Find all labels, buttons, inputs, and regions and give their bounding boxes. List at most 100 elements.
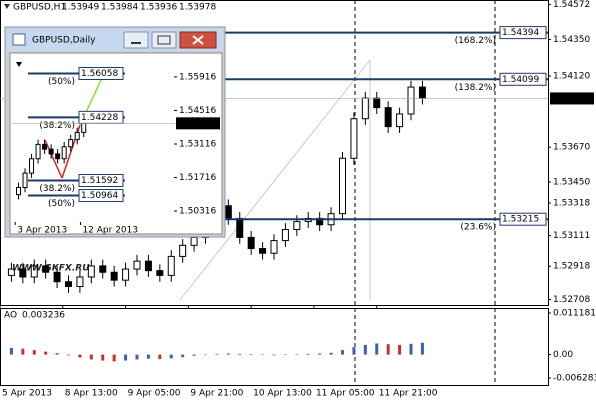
x-tick-label: 5 Apr 2013 <box>2 389 52 399</box>
fib-line <box>44 139 63 179</box>
ao-bar <box>158 354 162 360</box>
candle-body <box>122 268 130 281</box>
ao-bar <box>204 354 207 356</box>
x-tick-label: 9 Apr 05:00 <box>128 389 181 399</box>
candle-body <box>407 86 415 115</box>
candle-body <box>48 148 54 155</box>
candle-body <box>224 205 232 219</box>
candle-body <box>281 229 289 242</box>
ao-bar <box>420 342 424 355</box>
ao-bar <box>101 354 105 361</box>
candle-body <box>81 122 87 133</box>
level-percent: (23.6%) <box>460 223 496 233</box>
level-price: 1.56058 <box>81 69 118 79</box>
ao-bar <box>329 352 333 355</box>
candle-body <box>30 265 38 278</box>
window-body <box>9 52 223 235</box>
ao-bar <box>283 354 287 356</box>
candle-body <box>55 153 61 160</box>
ao-bar <box>306 353 310 355</box>
header-price: 1.53949 <box>62 3 99 13</box>
candle-body <box>68 139 74 148</box>
level-percent: (138.2%) <box>455 83 496 93</box>
ao-bar <box>146 354 150 359</box>
candle-body <box>339 157 346 215</box>
ao-bar <box>215 353 219 355</box>
ao-value: 0.003236 <box>22 311 65 321</box>
window-icon <box>12 33 26 46</box>
y-tick-label: 1.51716 <box>179 173 216 183</box>
y-tick-label: 0.011181 <box>553 308 596 318</box>
y-tick-label: 1.55916 <box>179 72 216 82</box>
ao-bar <box>386 344 390 355</box>
y-tick-label: 1.50316 <box>179 207 216 217</box>
close-glyph <box>192 35 204 45</box>
candle-body <box>418 86 426 99</box>
candle-body <box>144 260 152 272</box>
ao-bar <box>409 343 413 355</box>
watermark: WWW.GKFX.RU <box>12 264 90 274</box>
level-box <box>78 189 124 203</box>
ao-bar <box>226 353 230 355</box>
candle-body <box>42 143 48 150</box>
ao-bar <box>261 354 265 356</box>
last-price: 1.53978 <box>178 119 215 129</box>
level-box <box>499 26 547 40</box>
candle-body <box>270 240 278 254</box>
candle-body <box>247 236 255 249</box>
main-frame <box>0 0 549 306</box>
level-box <box>499 212 547 226</box>
last-price-box <box>550 92 594 105</box>
y-tick-label: 1.53318 <box>553 198 590 208</box>
candle-body <box>53 271 61 283</box>
ao-name: AO <box>4 311 17 321</box>
ao-bar <box>398 344 402 355</box>
candle-body <box>110 271 118 281</box>
y-tick-label: 1.53116 <box>179 139 216 149</box>
minimize-button[interactable] <box>123 31 149 49</box>
header-price: 1.53984 <box>101 3 138 13</box>
level-percent: (168.2%) <box>455 36 496 46</box>
ao-bar <box>55 353 59 355</box>
y-tick-label: -0.006283 <box>553 374 596 384</box>
candle-body <box>22 172 28 188</box>
ao-panel: 0.011181 0.00 -0.006283 AO 0.003236 <box>4 308 596 383</box>
header-price: 1.53978 <box>179 3 216 13</box>
candle-body <box>7 268 15 276</box>
symbol-icon <box>4 4 10 9</box>
ao-bar <box>318 353 322 355</box>
candle-body <box>35 143 41 160</box>
maximize-button[interactable] <box>151 31 177 49</box>
candle-body <box>65 281 72 287</box>
ao-bar <box>363 344 367 355</box>
y-tick-label: 1.54572 <box>553 0 590 10</box>
window-title: GBPUSD,Daily <box>32 36 96 46</box>
x-tick-label: 9 Apr 21:00 <box>190 389 243 399</box>
candle-body <box>396 113 404 128</box>
trend-line <box>179 59 371 301</box>
ao-bar <box>238 353 242 355</box>
level-price: 1.54394 <box>502 28 539 38</box>
ao-bar <box>135 354 139 360</box>
candle-body <box>133 260 141 270</box>
ao-bar <box>9 347 13 355</box>
candle-body <box>156 270 164 276</box>
level-price: 1.53215 <box>502 215 539 225</box>
symbol: GBPUSD,H1 <box>13 3 66 13</box>
candle-body <box>236 217 244 238</box>
ao-bar <box>44 351 48 355</box>
ao-bar <box>272 354 276 356</box>
candle-body <box>16 186 22 196</box>
candle-body <box>350 118 358 159</box>
daily-window[interactable]: GBPUSD,Daily 1.55916 1.54516 1.53116 1.5171… <box>4 26 226 238</box>
ao-bar <box>181 354 185 358</box>
y-tick-label: 1.53450 <box>553 178 590 188</box>
ao-bar <box>169 354 173 359</box>
ao-bar <box>112 354 116 362</box>
candle-body <box>74 131 80 141</box>
y-tick-label: 1.53111 <box>553 231 590 241</box>
level-percent: (38.2%) <box>39 121 75 131</box>
